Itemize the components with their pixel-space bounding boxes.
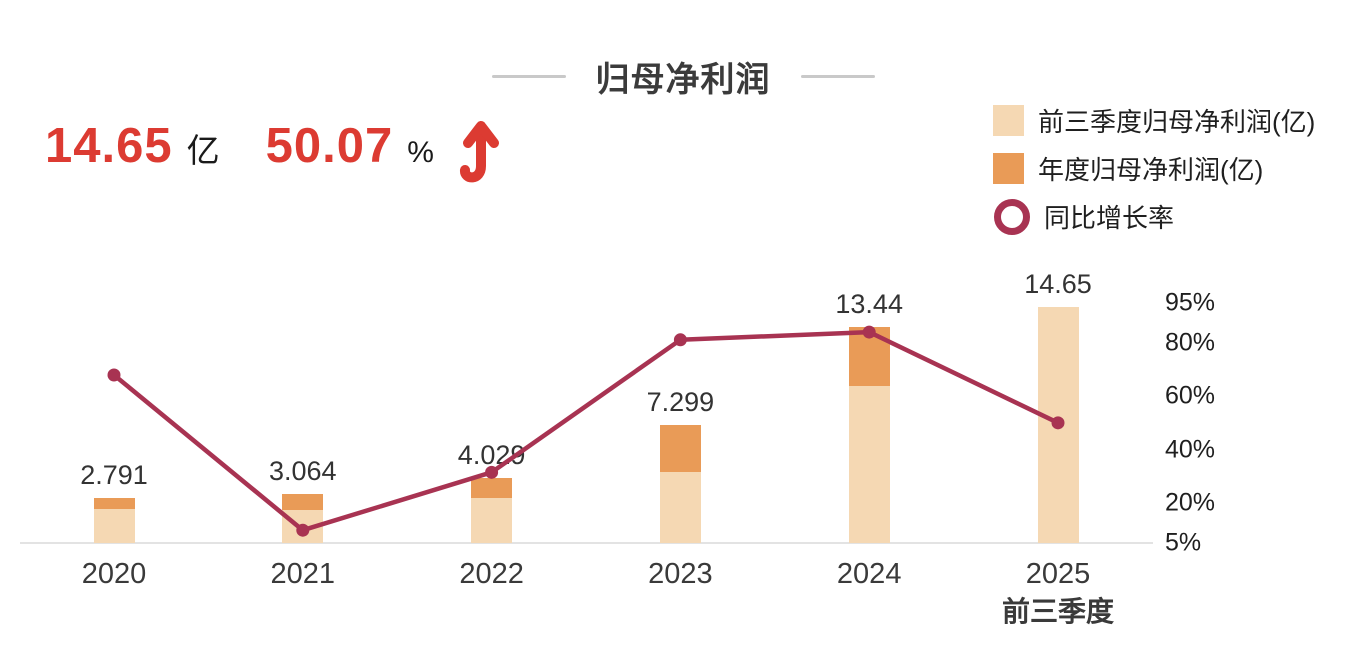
x-axis-label-2022: 2022 xyxy=(459,558,524,590)
title-right-dash xyxy=(800,75,875,78)
bar-q3-2020[interactable] xyxy=(93,509,135,543)
bar-annual-2022[interactable] xyxy=(471,478,513,498)
legend-item-annual-profit[interactable]: 年度归母净利润(亿) xyxy=(993,153,1315,185)
bar-q3-2022[interactable] xyxy=(471,497,513,543)
bar-q3-2024[interactable] xyxy=(848,385,890,543)
bar-value-label-2023: 7.299 xyxy=(646,387,715,418)
growth-point-2020[interactable] xyxy=(107,368,121,382)
q3-profit-swatch-icon xyxy=(993,105,1024,136)
bar-value-label-2024: 13.44 xyxy=(835,288,903,319)
annual-profit-swatch-icon xyxy=(993,153,1024,184)
page-title: 归母净利润 xyxy=(595,61,771,99)
right-axis-tick-95%: 95% xyxy=(1165,288,1216,317)
profit-unit: 亿 xyxy=(186,132,220,169)
bar-value-label-2020: 2.791 xyxy=(80,460,148,491)
up-arrow-icon xyxy=(454,114,500,189)
x-axis-sublabel-2025: 前三季度 xyxy=(1001,596,1115,627)
right-axis-tick-80%: 80% xyxy=(1165,328,1216,357)
bar-annual-2021[interactable] xyxy=(282,493,324,510)
profit-value: 14.65 xyxy=(45,119,173,173)
x-axis-label-2023: 2023 xyxy=(648,558,713,590)
bar-value-label-2025: 14.65 xyxy=(1024,269,1092,300)
growth-rate-ring-icon xyxy=(994,198,1030,235)
bar-annual-2023[interactable] xyxy=(659,425,701,473)
legend-item-q3-profit[interactable]: 前三季度归母净利润(亿) xyxy=(993,105,1316,137)
bar-value-label-2021: 3.064 xyxy=(269,455,337,486)
x-axis-label-2020: 2020 xyxy=(81,558,147,590)
right-axis-tick-40%: 40% xyxy=(1165,435,1216,464)
right-axis-tick-60%: 60% xyxy=(1165,381,1216,410)
x-axis-label-2024: 2024 xyxy=(836,558,902,590)
legend-label: 前三季度归母净利润(亿) xyxy=(1038,107,1316,137)
legend-label: 同比增长率 xyxy=(1044,203,1175,233)
growth-value: 50.07 xyxy=(265,119,394,173)
bar-annual-2024[interactable] xyxy=(848,326,890,386)
growth-unit: % xyxy=(407,136,434,169)
bar-value-label-2022: 4.029 xyxy=(457,440,526,471)
bar-q3-2025[interactable] xyxy=(1037,307,1079,543)
legend: 前三季度归母净利润(亿) 年度归母净利润(亿) 同比增长率 xyxy=(993,105,1316,235)
headline-stats: 14.65 亿 50.07 % xyxy=(45,118,500,193)
bar-q3-2021[interactable] xyxy=(282,509,324,543)
chart-title-row: 归母净利润 xyxy=(0,52,1366,101)
bar-q3-2023[interactable] xyxy=(659,472,701,543)
right-axis-tick-5%: 5% xyxy=(1165,528,1202,557)
right-axis-tick-20%: 20% xyxy=(1165,488,1216,517)
title-left-dash xyxy=(491,75,566,78)
x-axis-label-2021: 2021 xyxy=(270,558,336,590)
x-axis-line xyxy=(20,542,1153,544)
x-axis-label-2025: 2025 xyxy=(1025,558,1091,590)
bar-annual-2020[interactable] xyxy=(93,498,135,510)
legend-label: 年度归母净利润(亿) xyxy=(1038,155,1264,185)
growth-point-2023[interactable] xyxy=(673,333,687,347)
legend-item-growth-rate[interactable]: 同比增长率 xyxy=(993,198,1315,235)
